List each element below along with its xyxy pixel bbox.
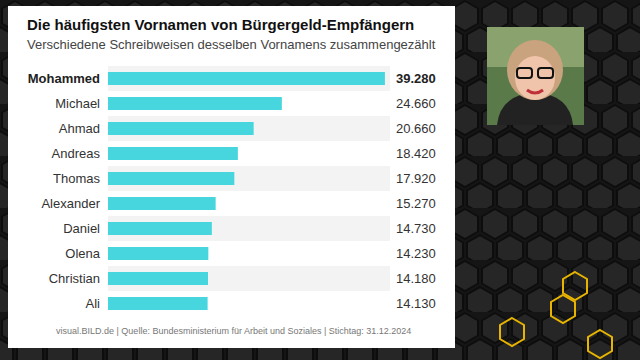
svg-text:39.280: 39.280 [396,71,436,86]
svg-text:17.920: 17.920 [396,171,436,186]
svg-text:Michael: Michael [55,96,100,111]
svg-text:Daniel: Daniel [63,221,100,236]
svg-text:14.180: 14.180 [396,271,436,286]
svg-text:Ahmad: Ahmad [59,121,100,136]
svg-text:20.660: 20.660 [396,121,436,136]
svg-text:15.270: 15.270 [396,196,436,211]
svg-text:14.730: 14.730 [396,221,436,236]
svg-text:Mohammed: Mohammed [28,71,100,86]
svg-text:Verschiedene Schreibweisen des: Verschiedene Schreibweisen desselben Vor… [27,37,436,52]
svg-text:Christian: Christian [49,271,100,286]
svg-text:Thomas: Thomas [53,171,100,186]
svg-text:Alexander: Alexander [41,196,100,211]
svg-text:Ali: Ali [86,296,101,311]
svg-text:Andreas: Andreas [52,146,101,161]
svg-text:visual.BILD.de | Quelle: Bunde: visual.BILD.de | Quelle: Bundesministeri… [56,326,411,336]
svg-text:24.660: 24.660 [396,96,436,111]
svg-text:Olena: Olena [65,246,100,261]
svg-text:14.230: 14.230 [396,246,436,261]
svg-text:18.420: 18.420 [396,146,436,161]
svg-text:14.130: 14.130 [396,296,436,311]
svg-text:Die häufigsten Vornamen von Bü: Die häufigsten Vornamen von Bürgergeld-E… [27,16,414,33]
